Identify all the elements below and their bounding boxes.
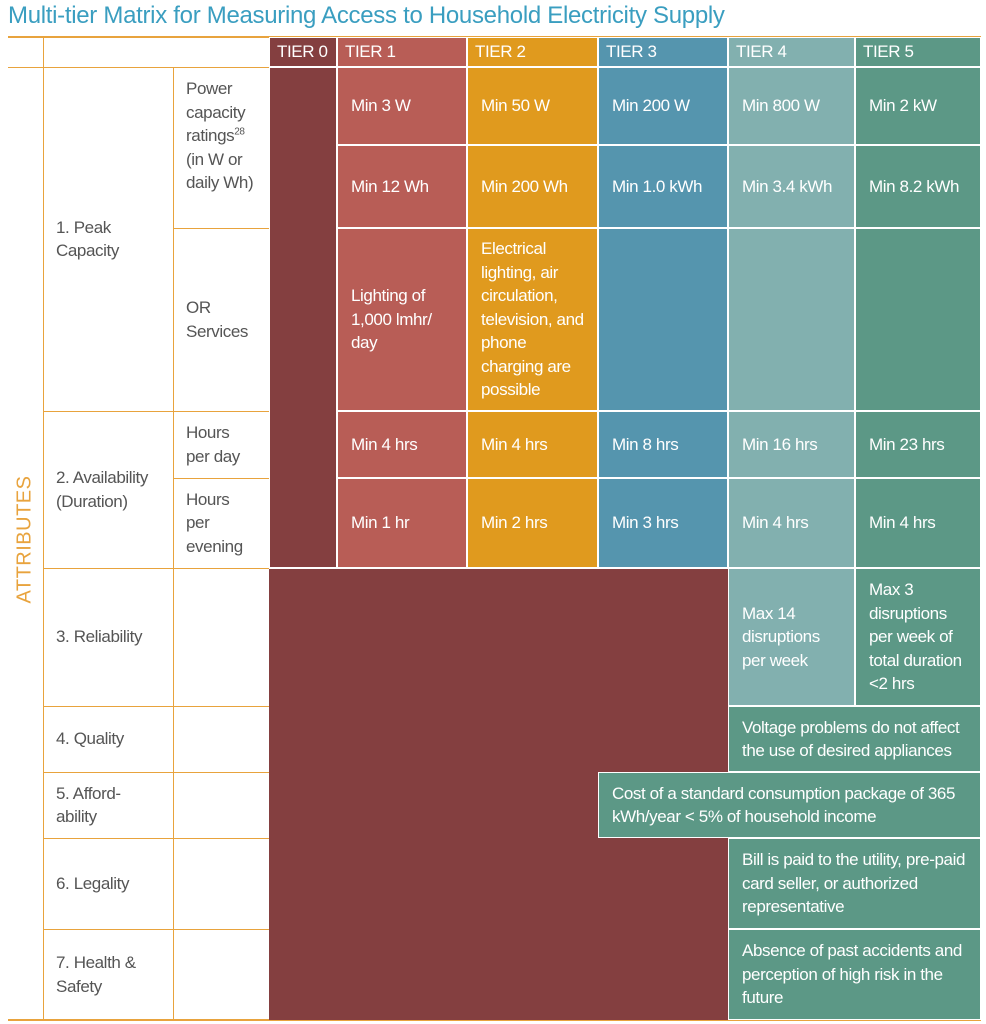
col-rule-b [173, 67, 174, 1020]
row-rule [43, 772, 269, 773]
cell: Min 2 kW [855, 67, 981, 145]
tier-2-header: TIER 2 [467, 37, 598, 67]
header-rule [8, 67, 269, 68]
cell: Min 8 hrs [598, 411, 728, 478]
hours-per-day-label: Hours per day [186, 423, 240, 466]
cell: Min 3 hrs [598, 478, 728, 568]
row-rule [43, 411, 269, 412]
reliability-label: 3. Reliability [56, 627, 143, 647]
attributes-label: ATTRIBUTES [13, 475, 36, 604]
cell: Voltage problems do not affect the use o… [728, 706, 981, 772]
affordability-label: 5. Afford- ability [56, 783, 121, 827]
cell: Min 12 Wh [337, 145, 467, 228]
row-rule [43, 568, 269, 569]
tier-5-header: TIER 5 [855, 37, 981, 67]
tier-4-header: TIER 4 [728, 37, 855, 67]
cell: Min 23 hrs [855, 411, 981, 478]
cell: Max 14 disruptions per week [728, 568, 855, 706]
cell: Min 800 W [728, 67, 855, 145]
cell: Min 200 Wh [467, 145, 598, 228]
col-rule-a [43, 37, 44, 1020]
bottom-rule [8, 1019, 981, 1021]
cell: Min 200 W [598, 67, 728, 145]
row-rule [173, 478, 269, 479]
cell: Bill is paid to the utility, pre-paid ca… [728, 838, 981, 929]
cell: Min 2 hrs [467, 478, 598, 568]
row-rule [173, 228, 269, 229]
cell: Min 1.0 kWh [598, 145, 728, 228]
tier-3-header: TIER 3 [598, 37, 728, 67]
tier-1-header: TIER 1 [337, 37, 467, 67]
peak-capacity-label: 1. Peak Capacity [56, 217, 119, 261]
cell: Max 3 disruptions per week of total dura… [855, 568, 981, 706]
row-rule [43, 706, 269, 707]
cell: Min 16 hrs [728, 411, 855, 478]
cell: Min 3 W [337, 67, 467, 145]
cell: Min 4 hrs [337, 411, 467, 478]
empty-cell [855, 228, 981, 411]
health-safety-label: 7. Health & Safety [56, 953, 136, 996]
tier-0-block [269, 67, 337, 568]
cell: Absence of past accidents and perception… [728, 929, 981, 1020]
cell: Min 3.4 kWh [728, 145, 855, 228]
cell: Electrical lighting, air circulation, te… [467, 228, 598, 411]
services-label: OR Services [186, 298, 248, 341]
cell: Min 4 hrs [855, 478, 981, 568]
cell: Min 8.2 kWh [855, 145, 981, 228]
footnote-ref: 28 [234, 126, 245, 138]
power-capacity-label: Power capacity ratings28 (in W or daily … [173, 67, 269, 228]
cell: Min 50 W [467, 67, 598, 145]
tier-0-header: TIER 0 [269, 37, 337, 67]
empty-cell [598, 228, 728, 411]
cell: Lighting of 1,000 lmhr/ day [337, 228, 467, 411]
availability-label: 2. Availability (Duration) [56, 468, 148, 511]
power-capacity-text: Power capacity ratings [186, 79, 246, 145]
power-capacity-units: (in W or daily Wh) [186, 149, 254, 193]
empty-cell [728, 228, 855, 411]
cell: Min 4 hrs [728, 478, 855, 568]
cell: Cost of a standard consumption package o… [598, 772, 981, 838]
row-rule [43, 929, 269, 930]
page-title: Multi-tier Matrix for Measuring Access t… [8, 2, 725, 29]
legality-label: 6. Legality [56, 873, 130, 893]
cell: Min 4 hrs [467, 411, 598, 478]
row-rule [43, 838, 269, 839]
cell: Min 1 hr [337, 478, 467, 568]
quality-label: 4. Quality [56, 729, 124, 749]
hours-per-evening-label: Hours per evening [186, 489, 243, 556]
